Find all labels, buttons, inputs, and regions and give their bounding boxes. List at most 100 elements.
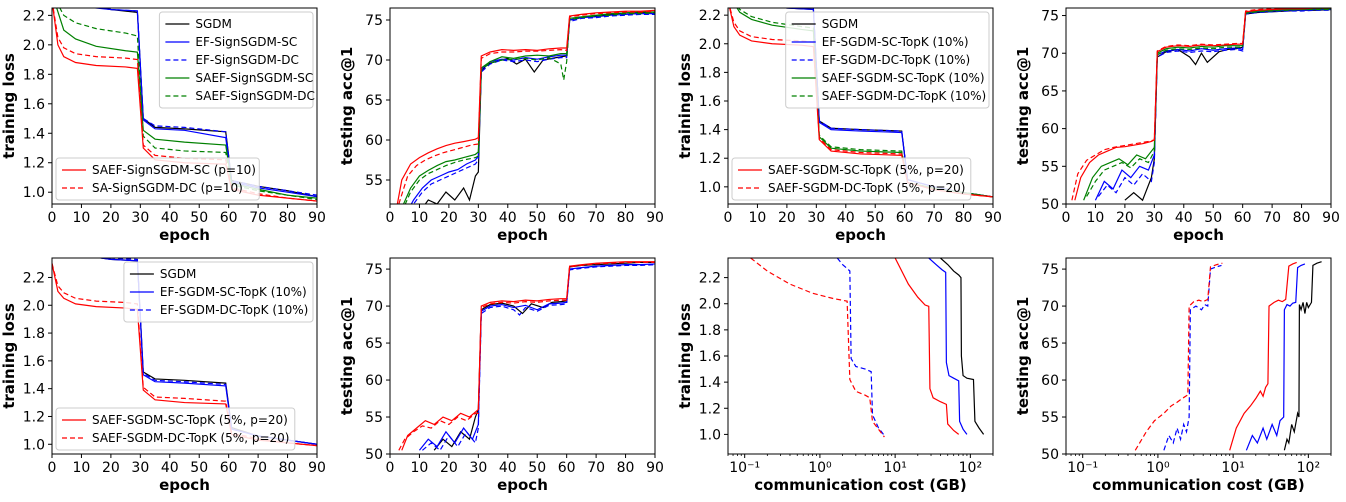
x-axis-label: epoch (497, 476, 548, 494)
y-tick-label: 70 (365, 53, 383, 69)
axes-frame (1065, 7, 1332, 205)
legend-label: SGDM (822, 17, 859, 31)
x-tick-label: 0 (386, 460, 395, 476)
series-line (894, 258, 960, 435)
chart-panel: 0 10 20 30 40 50 60 70 80 90 55 60 65 70 75 epoch testin… (338, 7, 664, 244)
series-line (1134, 262, 1223, 451)
x-tick-label: 70 (249, 460, 267, 476)
legend-label: SAEF-SGDM-DC-TopK (10%) (822, 89, 987, 103)
y-tick-label: 1.2 (699, 401, 721, 417)
axes-frame (389, 257, 656, 455)
x-tick-label: 70 (587, 210, 605, 226)
y-tick-label: 60 (365, 373, 383, 389)
x-tick-label: 10 (749, 210, 767, 226)
y-tick-label: 1.4 (699, 123, 721, 139)
y-tick-label: 2.2 (699, 271, 721, 287)
y-tick-label: 60 (1041, 122, 1059, 138)
x-tick-label: 10 (411, 460, 429, 476)
series-line (396, 9, 655, 204)
x-tick-label: 10⁻¹ (729, 460, 760, 476)
y-tick-label: 1.0 (23, 185, 45, 201)
x-axis-label: epoch (835, 226, 886, 244)
series-line (52, 263, 317, 447)
legend-box (55, 407, 296, 451)
y-axis-label: testing acc@1 (338, 297, 356, 416)
legend-label: SA-SignSGDM-DC (p=10) (92, 181, 243, 195)
series-line (1094, 8, 1331, 201)
axes-frame (51, 7, 318, 205)
x-tick-label: 70 (925, 210, 943, 226)
x-tick-label: 20 (440, 460, 458, 476)
legend: SAEF-SGDM-SC-TopK (5%, p=20) SAEF-SGDM-DC… (55, 407, 296, 451)
y-tick-label: 65 (1041, 84, 1059, 100)
legend-label: SAEF-SGDM-SC-TopK (5%, p=20) (92, 413, 288, 427)
x-tick-label: 30 (807, 210, 825, 226)
x-tick-label: 60 (220, 460, 238, 476)
x-tick-label: 20 (102, 460, 120, 476)
series-line (433, 261, 655, 451)
legend-label: EF-SignSGDM-DC (195, 53, 298, 67)
y-tick-label: 1.4 (23, 126, 45, 142)
x-tick-label: 20 (440, 210, 458, 226)
y-tick-label: 1.0 (699, 180, 721, 196)
x-tick-label: 60 (1234, 210, 1252, 226)
x-tick-label: 30 (469, 460, 487, 476)
y-tick-label: 1.2 (699, 151, 721, 167)
chart-panel: 10⁻¹ 10⁰ 10¹ 10² 50 55 60 65 70 75 communication c… (1014, 257, 1332, 494)
y-tick-label: 50 (1041, 197, 1059, 213)
x-tick-label: 30 (1145, 210, 1163, 226)
series-line (1097, 9, 1331, 197)
chart-panel: 0 10 20 30 40 50 60 70 80 90 1.0 1.2 1.4 1.6 1.8 2.0 2.2… (676, 7, 1002, 244)
x-tick-label: 0 (1062, 210, 1071, 226)
y-tick-label: 65 (365, 93, 383, 109)
x-tick-label: 40 (499, 210, 517, 226)
y-tick-label: 1.8 (699, 65, 721, 81)
x-tick-label: 10 (73, 460, 91, 476)
y-tick-label: 65 (1041, 336, 1059, 352)
y-tick-label: 1.8 (699, 323, 721, 339)
x-tick-label: 40 (499, 460, 517, 476)
x-tick-label: 90 (1322, 210, 1340, 226)
x-tick-label: 80 (617, 460, 635, 476)
y-tick-label: 1.6 (699, 94, 721, 110)
legend-label: EF-SGDM-SC-TopK (10%) (822, 35, 969, 49)
legend: SGDM EF-SGDM-SC-TopK (10%) EF-SGDM-DC-TopK… (785, 11, 990, 109)
x-tick-label: 70 (1263, 210, 1281, 226)
x-tick-label: 90 (308, 210, 326, 226)
series-line (1083, 8, 1331, 201)
y-tick-label: 50 (1041, 447, 1059, 463)
x-tick-label: 0 (386, 210, 395, 226)
legend-label: SAEF-SGDM-SC-TopK (5%, p=20) (768, 163, 964, 177)
axes-frame (389, 7, 656, 205)
y-tick-label: 50 (365, 447, 383, 463)
chart-panel: 10⁻¹ 10⁰ 10¹ 10² 1.0 1.2 1.4 1.6 1.8 2.0 2.2 commun… (676, 257, 994, 494)
y-tick-label: 55 (1041, 159, 1059, 175)
y-tick-label: 1.2 (23, 156, 45, 172)
x-tick-label: 20 (778, 210, 796, 226)
legend-label: SAEF-SGDM-DC-TopK (5%, p=20) (92, 431, 289, 445)
legend: SGDM EF-SignSGDM-SC EF-SignSGDM-DC SAEF-Sig… (158, 11, 315, 109)
series-line (422, 264, 655, 452)
series-line (418, 263, 655, 451)
x-tick-label: 30 (131, 210, 149, 226)
series-line (402, 11, 655, 204)
x-tick-label: 0 (48, 460, 57, 476)
x-tick-label: 10⁻¹ (1067, 460, 1098, 476)
y-tick-label: 70 (365, 299, 383, 315)
legend-box (55, 157, 260, 201)
series-line (1283, 261, 1322, 451)
axes-frame (727, 7, 994, 205)
series-line (410, 13, 655, 204)
y-tick-label: 1.8 (23, 67, 45, 83)
x-tick-label: 10⁰ (808, 460, 832, 476)
y-tick-label: 60 (1041, 373, 1059, 389)
y-tick-label: 1.0 (699, 427, 721, 443)
x-axis-label: communication cost (GB) (1092, 476, 1304, 494)
x-tick-label: 60 (220, 210, 238, 226)
y-tick-label: 75 (365, 13, 383, 29)
legend: SGDM EF-SGDM-SC-TopK (10%) EF-SGDM-DC-TopK… (123, 261, 314, 323)
legend-box (158, 11, 314, 109)
y-tick-label: 1.0 (23, 437, 45, 453)
x-axis-label: epoch (1173, 226, 1224, 244)
